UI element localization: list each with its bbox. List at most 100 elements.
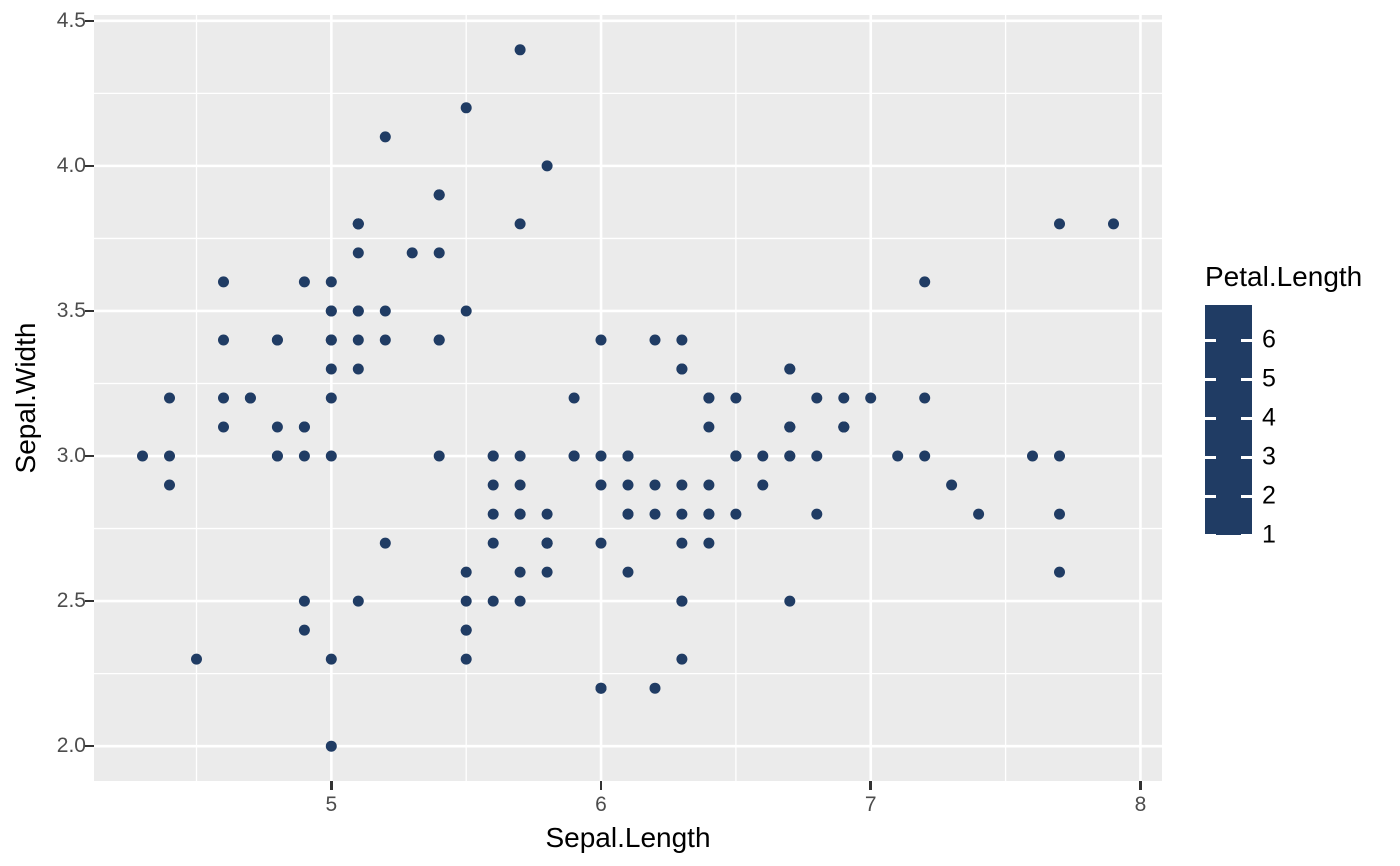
data-point xyxy=(514,595,526,607)
data-point xyxy=(325,450,337,462)
data-point xyxy=(946,479,958,491)
data-point xyxy=(1054,450,1065,462)
data-point xyxy=(919,392,931,404)
data-point xyxy=(514,218,526,230)
legend-tick-mark xyxy=(1205,455,1216,459)
y-tick-mark xyxy=(85,309,94,313)
data-point xyxy=(865,392,877,404)
data-point xyxy=(460,566,472,578)
legend-tick-label: 3 xyxy=(1262,442,1276,471)
data-point xyxy=(433,450,445,462)
data-point xyxy=(649,334,661,346)
data-point xyxy=(541,508,553,520)
data-point xyxy=(676,363,688,375)
data-point xyxy=(352,363,364,375)
data-point xyxy=(676,479,688,491)
data-point xyxy=(703,508,715,520)
data-point xyxy=(271,421,283,433)
data-point xyxy=(1027,450,1038,462)
legend-tick-mark xyxy=(1241,416,1252,420)
data-point xyxy=(298,276,310,288)
data-point xyxy=(1054,566,1065,578)
data-point xyxy=(622,450,634,462)
data-point xyxy=(325,334,337,346)
x-tick-mark xyxy=(599,781,603,790)
data-point xyxy=(298,421,310,433)
data-point xyxy=(379,131,391,143)
data-point xyxy=(325,305,337,317)
data-point xyxy=(460,653,472,665)
data-point xyxy=(595,682,607,694)
data-point xyxy=(352,334,364,346)
data-point xyxy=(487,450,499,462)
data-point xyxy=(541,537,553,549)
data-point xyxy=(460,595,472,607)
legend-tick-mark xyxy=(1241,455,1252,459)
data-point xyxy=(191,653,202,665)
legend-tick-mark xyxy=(1205,494,1216,498)
data-point xyxy=(676,334,688,346)
x-tick-label: 8 xyxy=(1134,793,1147,816)
data-point xyxy=(433,247,445,259)
data-point xyxy=(514,508,526,520)
x-axis-title: Sepal.Length xyxy=(545,822,711,853)
x-tick-label: 6 xyxy=(595,793,607,816)
data-point xyxy=(487,508,499,520)
data-point xyxy=(622,508,634,520)
legend-tick-mark xyxy=(1241,494,1252,498)
data-point xyxy=(433,334,445,346)
data-point xyxy=(137,450,148,462)
data-point xyxy=(244,392,256,404)
data-point xyxy=(919,276,931,288)
data-point xyxy=(325,740,337,752)
data-point xyxy=(622,479,634,491)
data-point xyxy=(1054,508,1065,520)
data-point xyxy=(487,595,499,607)
legend-tick-label: 6 xyxy=(1262,325,1276,354)
x-tick-label: 5 xyxy=(325,793,338,816)
y-tick-mark xyxy=(85,599,94,603)
data-point xyxy=(514,479,526,491)
legend-title: Petal.Length xyxy=(1205,261,1363,292)
y-tick-mark xyxy=(85,454,94,458)
data-point xyxy=(595,450,607,462)
data-point xyxy=(730,450,742,462)
legend-tick-label: 5 xyxy=(1262,364,1276,393)
data-point xyxy=(703,479,715,491)
data-point xyxy=(568,450,580,462)
scatter-plot-canvas xyxy=(94,15,1162,781)
data-point xyxy=(460,305,472,317)
x-tick-mark xyxy=(869,781,872,790)
legend-tick-mark xyxy=(1205,338,1216,342)
data-point xyxy=(271,450,283,462)
data-point xyxy=(379,334,391,346)
plot-panel xyxy=(94,15,1162,781)
data-point xyxy=(757,450,769,462)
data-point xyxy=(676,537,688,549)
data-point xyxy=(352,218,364,230)
data-point xyxy=(784,450,796,462)
data-point xyxy=(433,189,445,201)
data-point xyxy=(460,102,472,114)
data-point xyxy=(838,421,850,433)
y-tick-label: 4.0 xyxy=(56,153,86,177)
data-point xyxy=(649,479,661,491)
data-point xyxy=(379,305,391,317)
data-point xyxy=(811,508,823,520)
data-point xyxy=(1108,218,1119,230)
data-point xyxy=(325,653,337,665)
data-point xyxy=(514,44,526,56)
data-point xyxy=(487,479,499,491)
data-point xyxy=(676,653,688,665)
y-tick-label: 2.0 xyxy=(56,734,86,758)
data-point xyxy=(595,334,607,346)
data-point xyxy=(541,566,553,578)
data-point xyxy=(649,682,661,694)
legend-tick-mark xyxy=(1205,416,1216,420)
data-point xyxy=(784,421,796,433)
data-point xyxy=(298,595,310,607)
data-point xyxy=(703,392,715,404)
data-point xyxy=(649,508,661,520)
data-point xyxy=(595,537,607,549)
data-point xyxy=(218,276,229,288)
